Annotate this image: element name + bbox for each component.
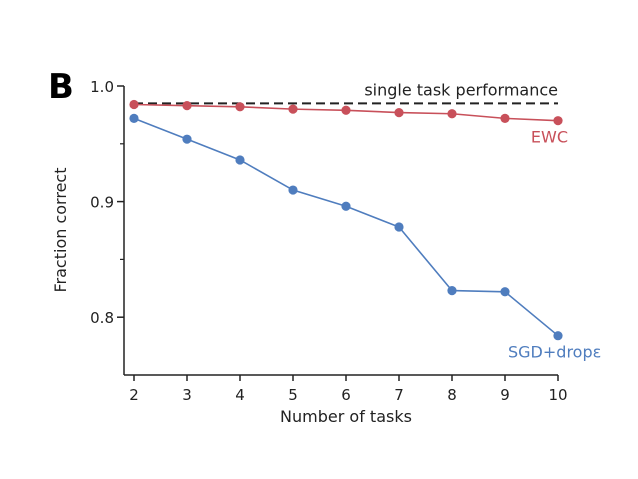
x-axis-title: Number of tasks xyxy=(280,407,412,426)
sgd-dropout-point xyxy=(553,331,563,341)
sgd-dropout-point xyxy=(447,286,457,296)
ewc-point xyxy=(341,105,351,115)
x-tick-label: 2 xyxy=(129,386,139,404)
reference-line-label: single task performance xyxy=(364,80,558,99)
sgd-dropout-point xyxy=(235,155,245,165)
ewc-point xyxy=(288,104,298,114)
ewc-point xyxy=(182,101,192,111)
x-tick-label: 6 xyxy=(341,386,351,404)
x-tick-label: 9 xyxy=(500,386,510,404)
sgd-dropout-point xyxy=(129,113,139,123)
ewc-point xyxy=(129,99,139,110)
reference-line-group: single task performance xyxy=(134,80,558,105)
panel-label: B xyxy=(48,67,74,107)
sgd-dropout-point xyxy=(394,222,404,232)
x-tick-label: 5 xyxy=(288,386,298,404)
sgd-dropout-point xyxy=(500,287,510,297)
ewc-point xyxy=(500,113,510,123)
x-tick-label: 7 xyxy=(394,386,404,404)
ewc-series-label: EWC xyxy=(531,128,568,147)
y-tick-label: 0.9 xyxy=(90,194,114,212)
x-tick-label: 10 xyxy=(548,386,567,404)
y-tick-label: 0.8 xyxy=(90,309,114,327)
sgd-dropout-series-label: SGD+dropε xyxy=(508,343,601,362)
ewc-point xyxy=(235,102,245,112)
ewc-point xyxy=(447,109,457,119)
sgd-dropout-point xyxy=(341,201,351,211)
y-axis: 0.8 0.9 1.0 xyxy=(90,78,125,375)
ewc-point xyxy=(553,116,563,126)
series-group: EWC SGD+dropε xyxy=(129,99,601,362)
x-tick-label: 4 xyxy=(235,386,245,404)
sgd-dropout-point xyxy=(288,185,298,195)
x-tick-label: 3 xyxy=(182,386,192,404)
x-axis: 2 3 4 5 6 7 8 9 10 xyxy=(124,374,568,404)
sgd-dropout-series-line xyxy=(133,117,559,337)
y-axis-title: Fraction correct xyxy=(51,168,70,293)
y-tick-label: 1.0 xyxy=(90,78,114,96)
x-tick-label: 8 xyxy=(447,386,457,404)
ewc-point xyxy=(394,107,404,118)
sgd-dropout-point xyxy=(182,134,192,144)
